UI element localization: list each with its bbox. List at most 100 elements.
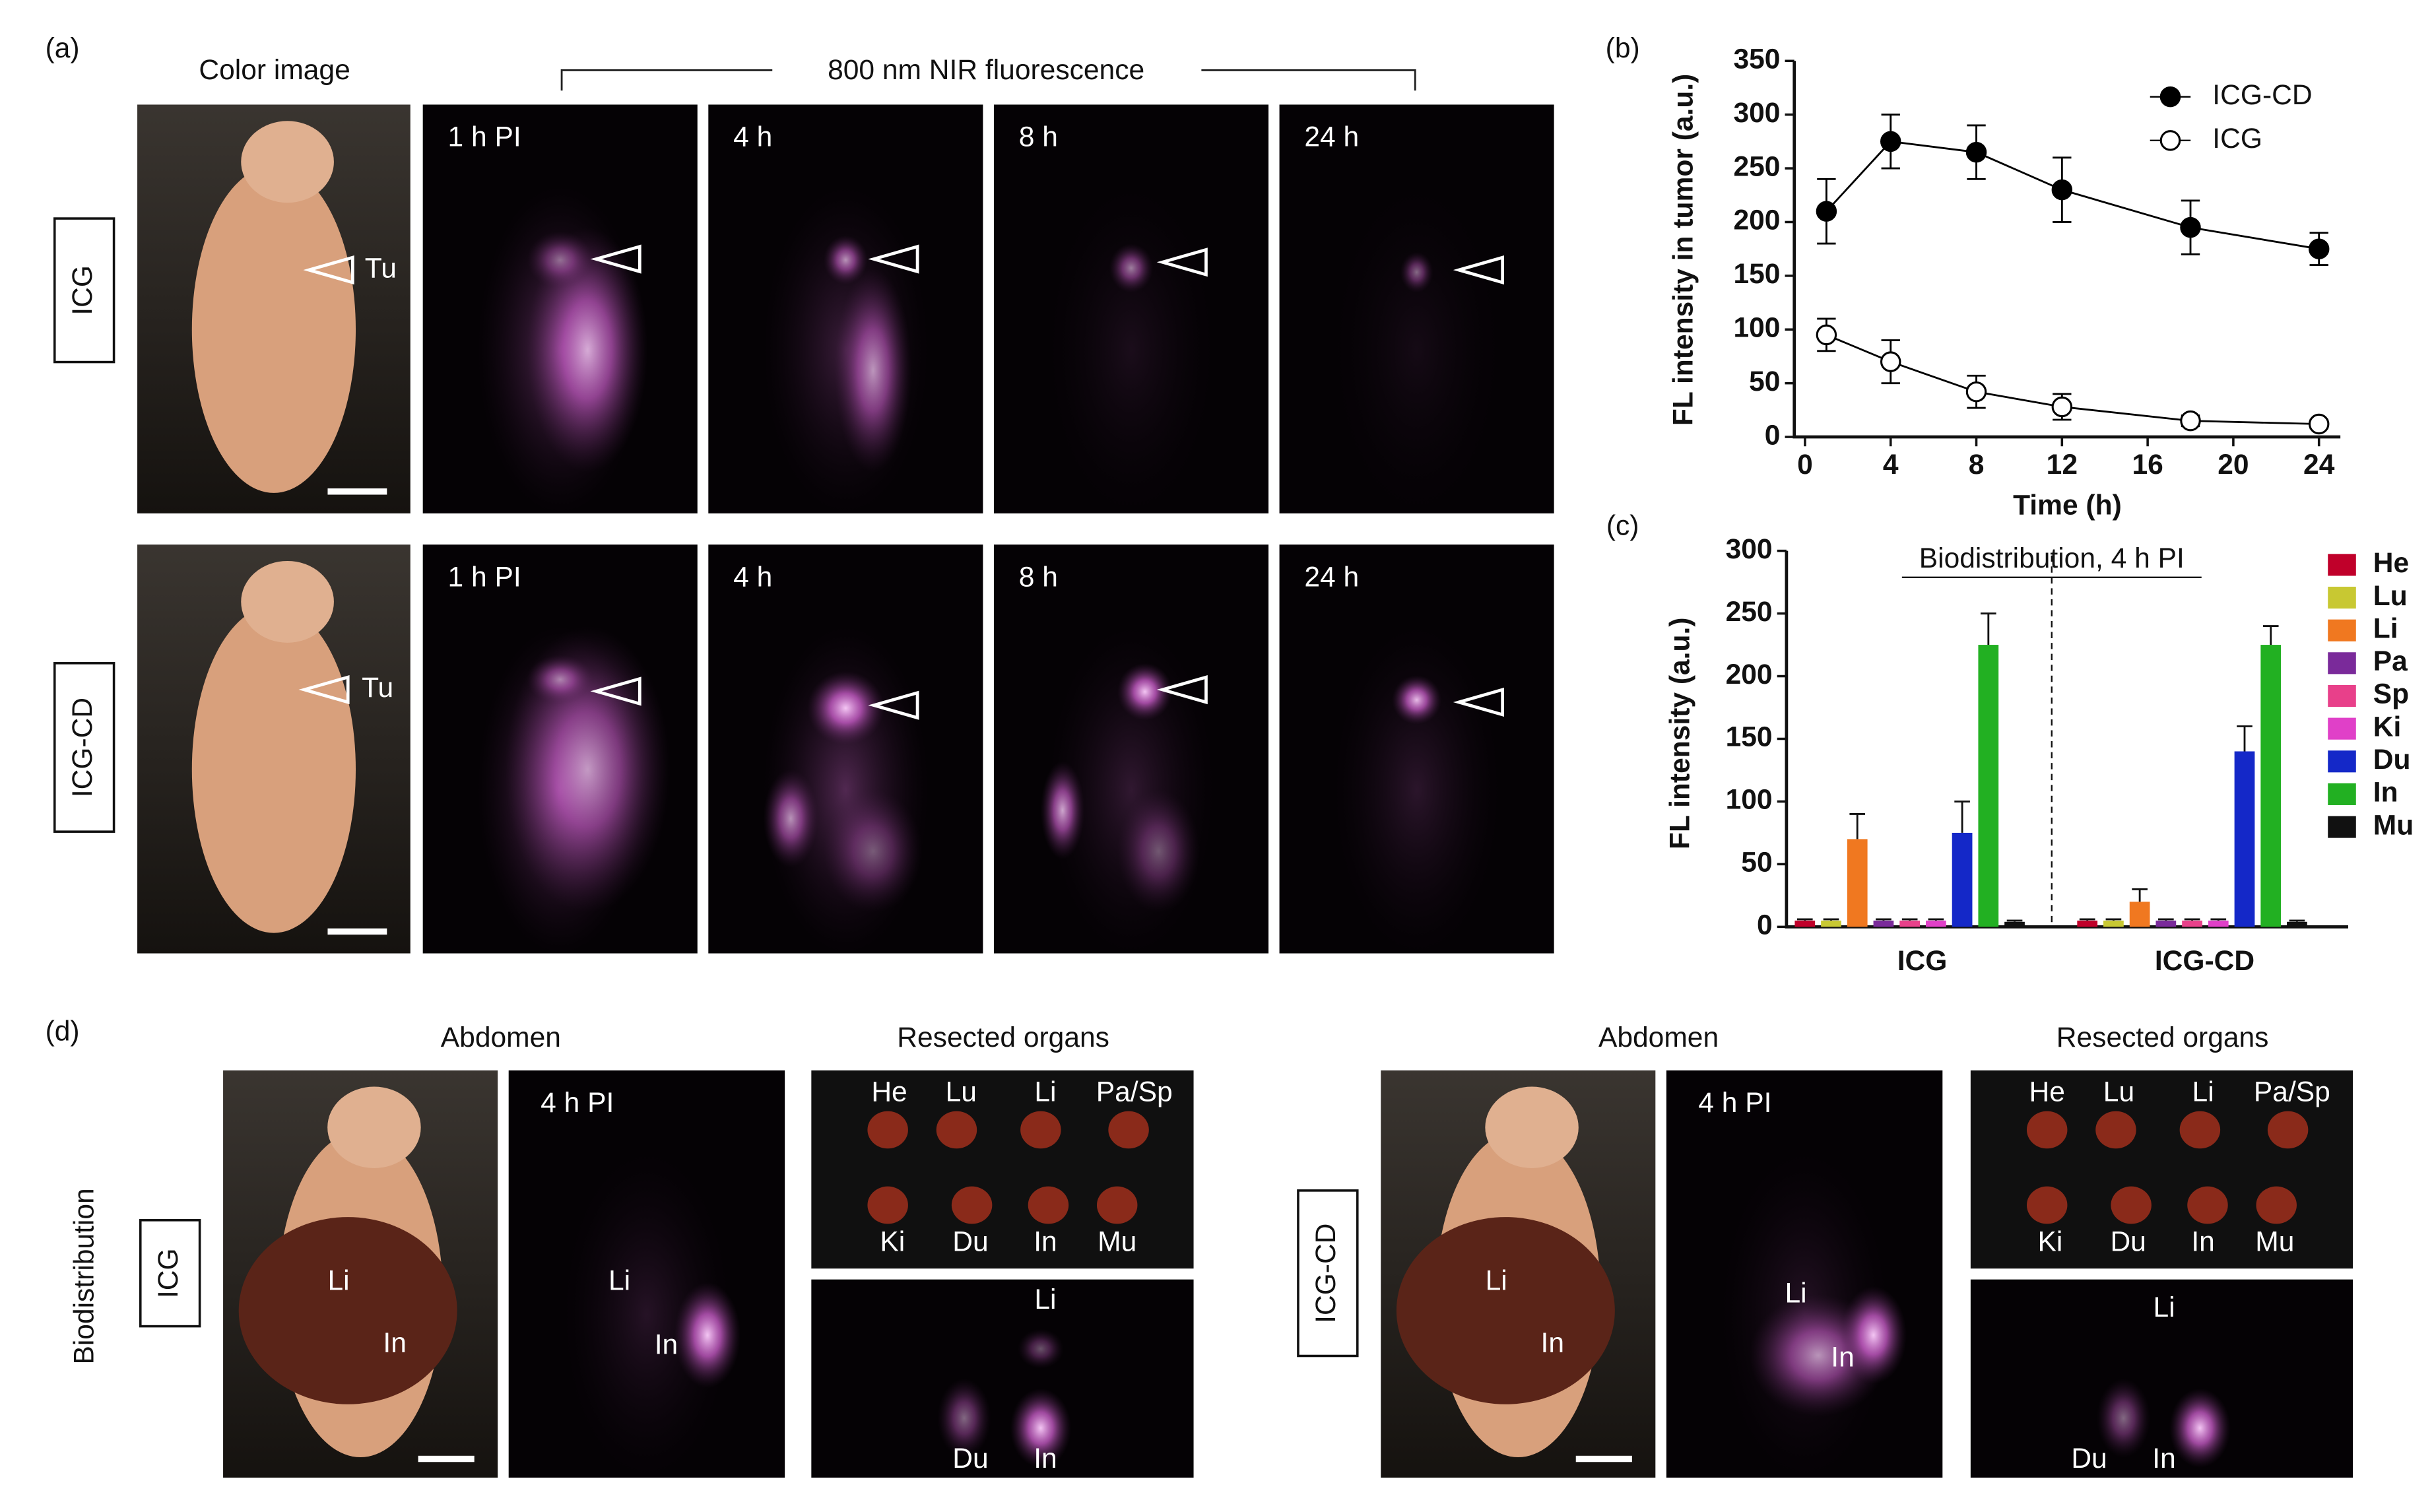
open-abdomen [1396, 1217, 1615, 1404]
data-point [1965, 381, 1987, 403]
organ [936, 1111, 977, 1149]
error-bar [1849, 813, 1866, 839]
y-tick-label: 250 [1726, 596, 1773, 628]
arrowhead [868, 690, 919, 720]
time-label: 1 h PI [447, 561, 521, 593]
bar [2208, 920, 2229, 927]
legend-swatch [2328, 619, 2356, 641]
nir-body [1334, 626, 1499, 954]
organ-label: In [1034, 1226, 1057, 1258]
organ [2267, 1111, 2309, 1149]
arrowhead [1156, 674, 1208, 705]
data-point [2180, 410, 2201, 432]
y-tick-label: 100 [1726, 784, 1773, 816]
bar [1952, 832, 1973, 927]
scale-bar [327, 488, 387, 495]
x-tick-label: 16 [2132, 449, 2163, 480]
organ [867, 1186, 908, 1224]
y-tick-label: 150 [1726, 721, 1773, 753]
time-label: 4 h [733, 561, 772, 593]
time-label: 24 h [1304, 121, 1359, 153]
data-point [2180, 216, 2201, 238]
series-line [1826, 140, 2319, 250]
nir-image [811, 1279, 1194, 1478]
arrowhead [1156, 247, 1208, 277]
data-point [1965, 141, 1987, 163]
organ [1096, 1186, 1138, 1224]
legend-swatch [2328, 586, 2356, 609]
organ [2026, 1186, 2068, 1224]
legend-label: Pa [2373, 645, 2408, 677]
data-point [1816, 324, 1837, 346]
scale-bar [418, 1455, 475, 1463]
nir-signal [824, 235, 868, 285]
error-bar [2105, 918, 2122, 921]
arrowhead [1453, 255, 1504, 285]
data-point [1816, 201, 1837, 222]
nir-signal [834, 268, 912, 473]
error-bar [2132, 888, 2148, 902]
legend-label: Lu [2373, 580, 2408, 612]
nir-signal [1109, 244, 1154, 293]
scale-bar [1575, 1455, 1632, 1463]
error-bar [1928, 918, 1944, 921]
nir-body [564, 1152, 730, 1478]
organ [2187, 1186, 2228, 1224]
y-tick-label: 200 [1726, 659, 1773, 690]
error-bar [2158, 918, 2174, 921]
arrowhead [1453, 687, 1504, 717]
organ [2256, 1186, 2297, 1224]
data-point [2051, 396, 2073, 418]
organ-label: Pa/Sp [1096, 1076, 1173, 1108]
organ-label: Mu [1098, 1226, 1136, 1258]
time-label: 1 h PI [447, 121, 521, 153]
data-point [1880, 131, 1901, 152]
y-axis-label: FL intensity in tumor (a.u.) [1667, 74, 1699, 426]
organ-label: Li [1034, 1076, 1056, 1108]
y-tick-label: 200 [1733, 205, 1780, 236]
arrowhead [590, 676, 641, 706]
organ-label: Ki [2038, 1226, 2063, 1258]
time-label: 8 h [1019, 121, 1058, 153]
organ [2026, 1111, 2068, 1149]
organ [951, 1186, 993, 1224]
nir-signal [1010, 1388, 1072, 1468]
row-label-box [139, 1219, 201, 1328]
error-bar [2237, 725, 2253, 752]
bar [2234, 751, 2255, 927]
x-tick-label: ICG [1897, 945, 1948, 977]
row-label: ICG-CD [67, 698, 98, 797]
nir-signal [807, 671, 884, 745]
chart-subtitle: Biodistribution, 4 h PI [1919, 542, 2185, 574]
y-tick-label: 50 [1749, 366, 1780, 397]
organ-label: Li [2192, 1076, 2214, 1108]
organ-label: Du [2110, 1226, 2146, 1258]
organ [2111, 1186, 2152, 1224]
mouse-head [1485, 1086, 1579, 1168]
x-axis-label: Time (h) [2013, 490, 2122, 521]
organ-label: Lu [946, 1076, 977, 1108]
bar [2004, 921, 2025, 927]
row-label-box [1297, 1189, 1359, 1358]
nir-signal [527, 655, 593, 704]
organ-label: Ki [880, 1226, 905, 1258]
time-label: 4 h PI [1698, 1087, 1771, 1119]
row-label: ICG-CD [1310, 1224, 1342, 1323]
organ-label: Li [2153, 1292, 2175, 1323]
organ-label: Li [1034, 1284, 1056, 1315]
row-label-box [53, 662, 115, 833]
column-header: Resected organs [2056, 1022, 2269, 1053]
error-bar [1954, 801, 1970, 833]
nir-signal [1117, 663, 1173, 721]
legend-label: ICG-CD [2212, 79, 2312, 111]
nir-signal [527, 231, 593, 289]
legend-label: In [2373, 777, 2398, 808]
nir-signal [527, 227, 648, 473]
bar [2260, 645, 2282, 927]
error-bar [1796, 918, 1813, 921]
legend-swatch [2328, 783, 2356, 805]
organ-label: He [871, 1076, 907, 1108]
organ-label: In [383, 1327, 406, 1359]
organ-label: Du [2071, 1443, 2107, 1474]
